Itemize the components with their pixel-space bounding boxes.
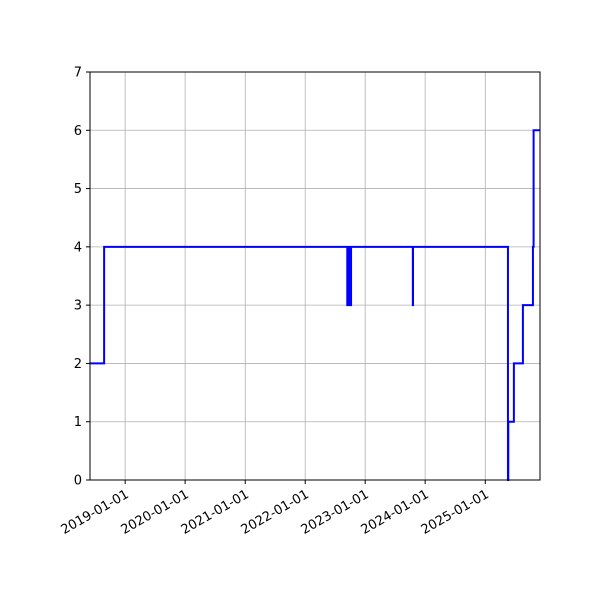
x-tick-label: 2020-01-01 [119, 487, 192, 538]
y-tick-label: 0 [74, 474, 82, 489]
grid [90, 71, 540, 481]
y-tick-label: 6 [74, 124, 82, 139]
x-tick-label: 2024-01-01 [359, 487, 432, 538]
series-line [90, 129, 540, 481]
y-tick-label: 1 [74, 415, 82, 430]
x-tick-label: 2025-01-01 [419, 487, 492, 538]
y-axis: 0 1 2 3 4 5 6 7 [74, 66, 90, 489]
y-tick-label: 5 [74, 182, 82, 197]
y-tick-label: 7 [74, 66, 82, 81]
y-tick-label: 4 [74, 240, 82, 255]
plot-frame [89, 71, 541, 481]
y-tick-label: 2 [74, 357, 82, 372]
x-axis: 2019-01-012020-01-012021-01-012022-01-01… [59, 480, 492, 538]
series-layer [90, 129, 540, 481]
y-tick-label: 3 [74, 299, 82, 314]
